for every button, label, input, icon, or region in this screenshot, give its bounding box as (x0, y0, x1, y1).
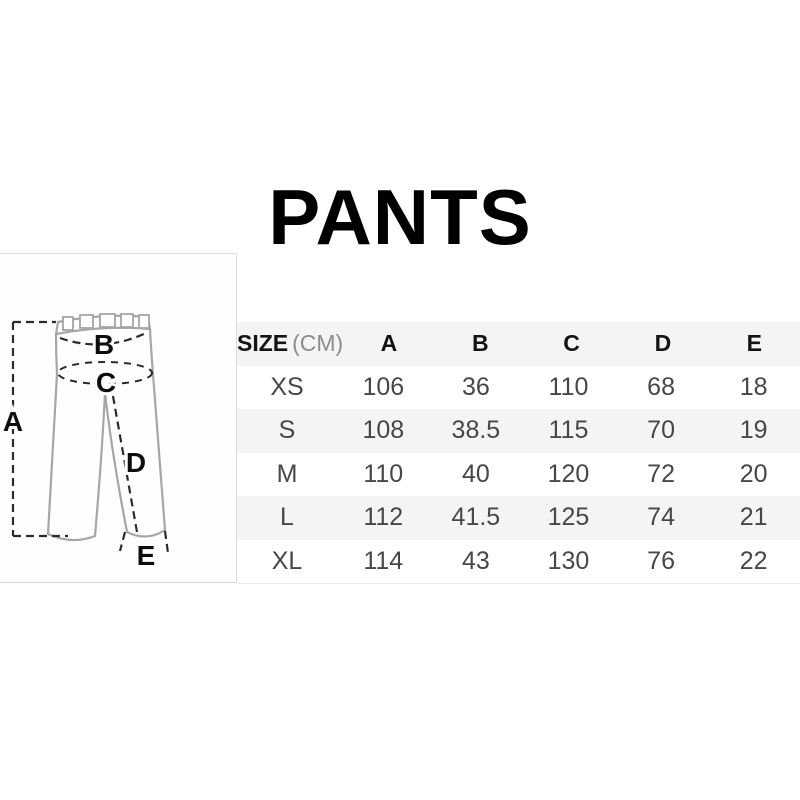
measure-line-d (111, 395, 139, 533)
value-cell-e: 20 (739, 459, 768, 488)
value-cell-b: 38.5 (451, 416, 501, 445)
value-cell-d: 68 (647, 372, 675, 401)
size-header-cell: SIZE (CM) (237, 330, 343, 357)
value-cell-e: 22 (739, 546, 768, 575)
value-cell-a: 112 (363, 503, 404, 532)
measure-label-e: E (137, 540, 156, 571)
value-cell-e: 21 (739, 503, 768, 532)
value-cell-c: 130 (547, 546, 590, 575)
belt-loop (138, 314, 150, 329)
value-cell-e: 18 (739, 372, 768, 401)
column-header-c: C (563, 330, 580, 357)
value-cell-a: 106 (362, 372, 405, 401)
measure-line-e (118, 530, 170, 554)
size-cell: L (280, 503, 294, 532)
table-row-s: S 108 38.5 115 70 19 (237, 409, 800, 453)
value-cell-c: 125 (547, 503, 590, 532)
value-cell-d: 76 (647, 546, 675, 575)
measure-line-c (57, 361, 153, 385)
belt-loop (99, 313, 116, 328)
value-cell-d: 74 (647, 503, 675, 532)
belt-loop (79, 314, 94, 329)
page-title: PANTS (268, 173, 532, 261)
table-row-xl: XL 114 43 130 76 22 (237, 539, 800, 583)
value-cell-b: 43 (461, 546, 490, 575)
value-cell-b: 36 (461, 372, 490, 401)
belt-loop (120, 313, 134, 328)
size-cell: XS (270, 372, 304, 401)
value-cell-a: 114 (363, 546, 404, 575)
size-cell: XL (271, 546, 303, 575)
size-cell: S (278, 416, 296, 445)
column-header-e: E (746, 330, 762, 357)
table-row-l: L 112 41.5 125 74 21 (237, 496, 800, 540)
value-cell-d: 70 (647, 416, 675, 445)
pants-waistband (54, 313, 152, 336)
unit-label: (CM) (292, 330, 344, 357)
pants-measurement-diagram: A B C D E (0, 253, 237, 583)
measure-line-a (11, 320, 68, 538)
size-header-label: SIZE (237, 330, 289, 357)
size-chart-table: SIZE (CM) A B C D E XS 106 36 110 68 18 S… (237, 322, 800, 584)
measure-line-b (59, 332, 147, 346)
value-cell-a: 110 (363, 459, 404, 488)
belt-loop (62, 316, 74, 331)
column-header-a: A (380, 330, 398, 357)
value-cell-a: 108 (362, 416, 405, 445)
value-cell-c: 115 (548, 416, 589, 445)
size-cell: M (276, 459, 298, 488)
column-header-b: B (471, 330, 489, 357)
pants-outline (46, 327, 167, 542)
measure-label-b: B (94, 329, 114, 360)
pants-diagram-svg: A B C D E (0, 313, 170, 574)
value-cell-b: 40 (461, 459, 490, 488)
value-cell-e: 19 (739, 416, 768, 445)
measure-label-a: A (3, 406, 23, 437)
table-row-xs: XS 106 36 110 68 18 (237, 365, 800, 409)
value-cell-d: 72 (647, 459, 675, 488)
measure-label-c: C (96, 367, 116, 398)
value-cell-c: 110 (548, 372, 589, 401)
value-cell-c: 120 (547, 459, 590, 488)
value-cell-b: 41.5 (451, 503, 501, 532)
table-row-m: M 110 40 120 72 20 (237, 452, 800, 496)
column-header-d: D (654, 330, 672, 357)
measure-label-d: D (126, 447, 146, 478)
table-header-row: SIZE (CM) A B C D E (237, 322, 800, 366)
